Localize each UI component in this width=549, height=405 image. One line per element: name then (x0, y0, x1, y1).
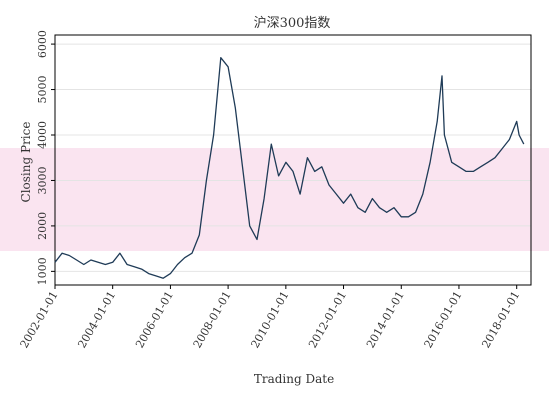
x-tick-label: 2004-01-01 (75, 289, 118, 350)
x-tick-label: 2018-01-01 (479, 289, 522, 350)
x-axis-label: Trading Date (254, 372, 334, 386)
x-tick-label: 2008-01-01 (191, 289, 234, 350)
y-axis-label: Closing Price (19, 122, 33, 203)
y-tick-label: 5000 (36, 76, 49, 104)
x-tick-label: 2014-01-01 (364, 289, 407, 350)
highlight-band (0, 148, 549, 251)
x-tick-label: 2002-01-01 (18, 289, 61, 350)
x-tick-label: 2006-01-01 (133, 289, 176, 350)
x-tick-label: 2012-01-01 (306, 289, 349, 350)
y-tick-label: 3000 (36, 166, 49, 194)
chart-title: 沪深300指数 (254, 15, 331, 31)
x-tick-label: 2010-01-01 (248, 289, 291, 350)
series-line (54, 57, 525, 279)
x-tick-label: 2016-01-01 (422, 289, 465, 350)
plot-frame (54, 34, 532, 286)
y-tick-label: 1000 (36, 257, 49, 285)
y-tick-label: 2000 (36, 212, 49, 240)
y-tick-label: 4000 (36, 121, 49, 149)
y-tick-label: 6000 (36, 30, 49, 58)
